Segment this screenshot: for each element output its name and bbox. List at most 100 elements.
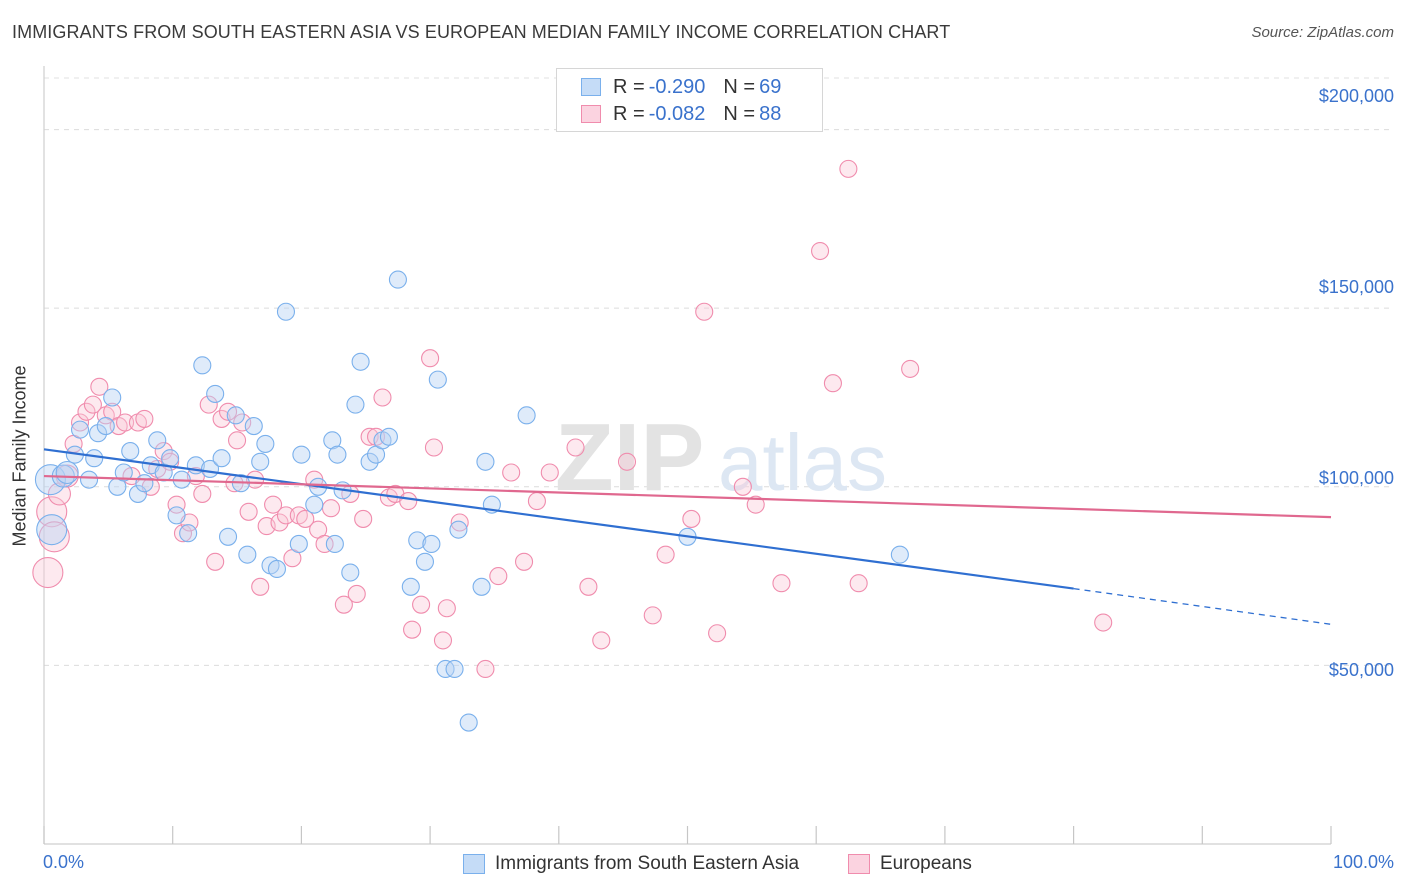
point-sea (251, 452, 270, 471)
axis-layer (43, 66, 1332, 845)
point-europeans (695, 302, 714, 321)
point-europeans (167, 495, 186, 514)
point-europeans (566, 438, 585, 457)
bottom-legend-label-europeans: Europeans (880, 853, 972, 874)
point-europeans (476, 659, 495, 679)
point-europeans (83, 395, 102, 414)
point-sea (218, 527, 238, 546)
point-europeans (239, 502, 258, 521)
point-sea (445, 659, 464, 679)
point-sea (422, 534, 441, 553)
watermark: ZIP atlas (555, 404, 887, 511)
y-tick-label-150k: $150,000 (1318, 277, 1394, 297)
point-sea (459, 713, 478, 732)
legend-swatch-europeans (581, 105, 601, 123)
point-europeans (228, 431, 247, 450)
point-sea (388, 270, 407, 289)
point-sea (193, 356, 212, 375)
bottom-legend-europeans[interactable]: Europeans (848, 852, 972, 876)
point-europeans (733, 477, 752, 496)
point-sea (55, 460, 79, 485)
point-europeans (173, 524, 193, 543)
point-europeans (233, 413, 252, 432)
point-sea (890, 545, 909, 564)
point-europeans (515, 552, 534, 571)
point-sea (36, 514, 68, 546)
point-europeans (424, 438, 444, 457)
legend-r-label: R = (613, 102, 645, 125)
point-sea (114, 463, 133, 482)
point-europeans (264, 495, 283, 514)
point-sea (238, 545, 257, 564)
point-sea (276, 302, 296, 321)
point-sea (96, 417, 115, 436)
point-sea (325, 534, 344, 553)
stats-legend: R = -0.290 N = 69 R = -0.082 N = 88 (556, 68, 823, 132)
point-europeans (354, 509, 373, 528)
point-europeans (403, 620, 422, 639)
point-sea (292, 445, 311, 464)
y-tick-label-50k: $50,000 (1328, 660, 1394, 680)
point-sea (85, 449, 104, 468)
point-europeans (36, 496, 68, 528)
point-europeans (901, 359, 920, 378)
point-sea (244, 417, 263, 436)
legend-n-value: 69 (759, 75, 782, 98)
bottom-legend-sea[interactable]: Immigrants from South Eastern Asia (463, 852, 799, 876)
trend-layer (43, 448, 1332, 625)
point-sea (476, 452, 495, 471)
point-sea (148, 431, 167, 450)
point-sea (256, 434, 275, 453)
point-europeans (708, 624, 727, 643)
point-sea (226, 406, 245, 425)
point-sea (472, 577, 491, 596)
point-sea (212, 449, 231, 468)
point-sea (267, 559, 286, 578)
point-europeans (811, 241, 830, 261)
point-europeans (47, 482, 71, 506)
point-europeans (656, 545, 675, 564)
point-europeans (839, 159, 858, 178)
point-europeans (270, 513, 289, 532)
point-europeans (315, 534, 334, 553)
bottom-legend-label-sea: Immigrants from South Eastern Asia (495, 853, 800, 874)
point-sea (360, 452, 379, 471)
point-sea (103, 388, 122, 407)
point-europeans (1094, 613, 1113, 632)
point-europeans (193, 484, 212, 503)
legend-row-sea: R = -0.290 N = 69 (581, 75, 781, 99)
point-europeans (296, 509, 315, 528)
point-sea (179, 524, 198, 543)
point-sea (34, 464, 66, 496)
chart-title: IMMIGRANTS FROM SOUTH EASTERN ASIA VS EU… (12, 22, 951, 42)
legend-swatch-sea (581, 78, 601, 96)
point-europeans (682, 509, 701, 528)
point-sea (135, 474, 154, 493)
point-europeans (421, 349, 440, 368)
point-sea (79, 470, 99, 489)
watermark-atlas: atlas (718, 418, 887, 507)
point-europeans (116, 413, 135, 432)
point-europeans (373, 388, 392, 407)
point-sea (305, 495, 324, 514)
source-label: Source: ZipAtlas.com (1251, 24, 1394, 41)
legend-r-label: R = (613, 75, 645, 98)
point-europeans (135, 409, 154, 428)
legend-r-value: -0.290 (648, 75, 706, 98)
point-sea (517, 406, 536, 425)
x-tick-label-max: 100.0% (1332, 852, 1394, 872)
point-europeans (412, 595, 431, 614)
bottom-legend-swatch-sea (463, 854, 485, 874)
point-europeans (154, 442, 173, 461)
point-sea (401, 577, 420, 596)
point-europeans (77, 402, 96, 421)
point-sea (415, 552, 435, 571)
point-sea (346, 395, 365, 414)
legend-row-europeans: R = -0.082 N = 88 (581, 102, 781, 126)
point-sea (379, 427, 398, 446)
point-europeans (527, 492, 546, 511)
point-europeans (450, 513, 469, 532)
point-europeans (502, 463, 521, 482)
point-europeans (433, 631, 453, 650)
